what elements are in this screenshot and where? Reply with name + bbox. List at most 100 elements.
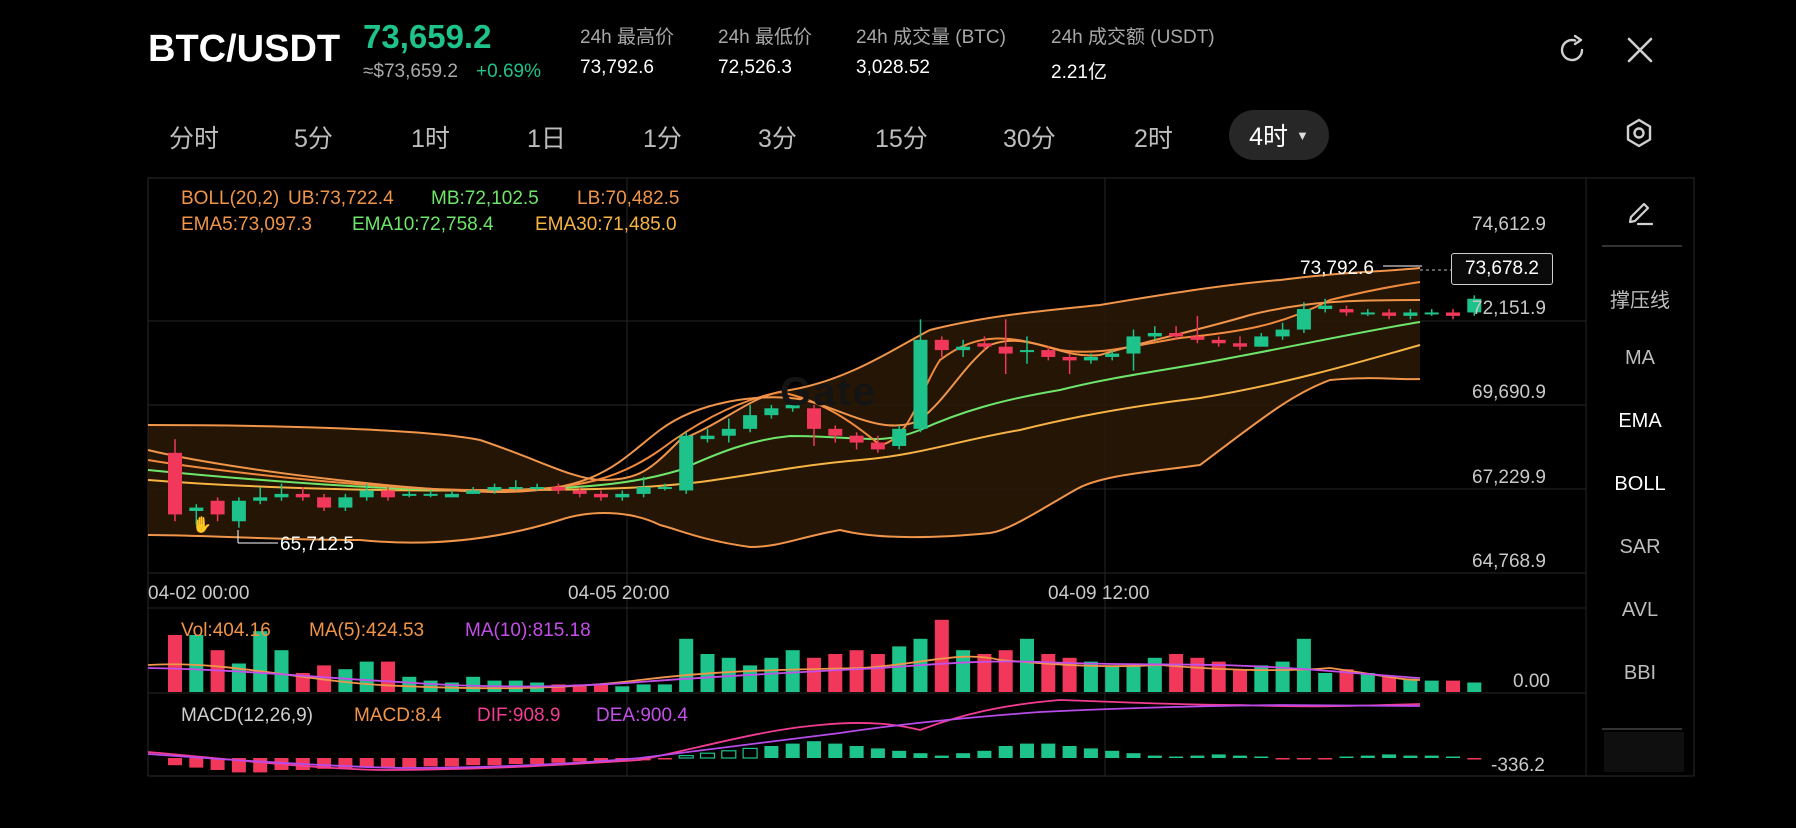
boll-band-fill xyxy=(148,268,1420,547)
stat-label: 24h 成交量 (BTC) xyxy=(856,27,1006,48)
macd-bar xyxy=(1382,754,1397,758)
ema10-legend: EMA10:72,758.4 xyxy=(352,214,494,235)
stat-24h-volume: 24h 成交量 (BTC) 3,028.52 xyxy=(856,22,1006,79)
macd-bar xyxy=(1083,748,1098,758)
tab-3m[interactable]: 3分 xyxy=(758,125,797,153)
refresh-icon-svg xyxy=(1560,34,1584,62)
macd-histogram xyxy=(168,741,1482,773)
macd-bar xyxy=(530,758,545,764)
macd-bar xyxy=(444,758,459,767)
side-item-bbi[interactable]: BBI xyxy=(1623,662,1657,684)
macd-bar xyxy=(1147,755,1162,758)
time-axis-tick: 04-02 00:00 xyxy=(148,583,250,604)
candle-body xyxy=(785,404,800,409)
macd-bar xyxy=(977,750,992,758)
side-item-ema[interactable]: EMA xyxy=(1618,410,1662,432)
tab-5m[interactable]: 5分 xyxy=(294,125,333,153)
volume-bar xyxy=(1296,638,1311,692)
macd-bar xyxy=(1424,755,1439,758)
candle-body xyxy=(274,493,289,498)
macd-legend-label: MACD(12,26,9) xyxy=(181,705,313,726)
macd-bar xyxy=(487,758,502,766)
side-item-avl[interactable]: AVL xyxy=(1621,599,1659,621)
candle-body xyxy=(423,493,438,496)
stat-value: 2.21亿 xyxy=(1051,62,1107,83)
stat-label: 24h 最高价 xyxy=(580,27,674,48)
volume-series xyxy=(168,619,1482,692)
candle-body xyxy=(551,487,566,491)
volume-bar xyxy=(466,676,481,692)
tab-2h[interactable]: 2时 xyxy=(1134,125,1173,153)
side-item-sar[interactable]: SAR xyxy=(1619,536,1661,558)
candle-body xyxy=(636,487,651,494)
macd-bar xyxy=(849,746,864,758)
tab-1h[interactable]: 1时 xyxy=(411,125,450,153)
vol-ma5-line xyxy=(147,655,1421,690)
macd-bar xyxy=(253,758,268,773)
side-item-ma[interactable]: MA xyxy=(1625,347,1655,369)
volume-bar xyxy=(402,676,417,692)
candle-body xyxy=(1190,336,1205,340)
refresh-icon[interactable] xyxy=(1556,34,1588,66)
candle-body xyxy=(1083,356,1098,361)
candle-body xyxy=(721,428,736,436)
candle-body xyxy=(231,500,246,522)
tab-15m[interactable]: 15分 xyxy=(875,125,928,153)
volume-bar xyxy=(956,650,971,692)
vol-axis-zero: 0.00 xyxy=(1513,671,1550,692)
volume-bar xyxy=(743,665,758,692)
price-axis-tick: 74,612.9 xyxy=(1472,214,1546,235)
macd-bar xyxy=(1190,755,1205,758)
volume-bar xyxy=(1211,661,1226,692)
close-icon[interactable] xyxy=(1624,34,1656,66)
volume-bar xyxy=(1254,665,1269,692)
candle-body xyxy=(807,408,821,429)
volume-bar xyxy=(679,638,694,692)
volume-bar xyxy=(721,657,736,692)
macd-bar xyxy=(1233,755,1247,758)
volume-bar xyxy=(764,657,779,692)
candle-body xyxy=(210,500,225,515)
tab-4h-dropdown[interactable]: 4时 ▼ xyxy=(1229,110,1329,160)
macd-bar xyxy=(1360,755,1375,758)
candle-body xyxy=(849,435,864,443)
macd-legend-dif: DIF:908.9 xyxy=(477,705,561,726)
macd-bar xyxy=(381,758,395,768)
volume-bar xyxy=(572,684,587,692)
dif-line xyxy=(147,699,1421,771)
side-item-support-resistance[interactable]: 撑压线 xyxy=(1610,290,1670,312)
vol-ma5-legend: MA(5):424.53 xyxy=(309,620,425,641)
side-panel-footer xyxy=(1604,732,1684,772)
settings-gear-icon[interactable] xyxy=(1623,117,1655,149)
chevron-down-icon: ▼ xyxy=(1296,127,1309,143)
volume-bar xyxy=(1360,673,1375,692)
candle-body xyxy=(1211,339,1226,344)
tab-30m[interactable]: 30分 xyxy=(1003,125,1056,153)
candle-body xyxy=(1020,350,1034,353)
macd-bar xyxy=(466,758,481,766)
side-item-boll[interactable]: BOLL xyxy=(1614,473,1666,495)
draw-tool-pencil-icon[interactable] xyxy=(1624,194,1656,226)
candle-body xyxy=(1424,312,1439,315)
macd-bar xyxy=(870,748,885,758)
macd-legend-macd: MACD:8.4 xyxy=(354,705,442,726)
macd-bar xyxy=(1446,756,1460,758)
candle-body xyxy=(1382,312,1397,316)
volume-bar xyxy=(657,684,672,692)
volume-bar xyxy=(1083,661,1098,692)
boll-legend-ub: UB:73,722.4 xyxy=(288,188,394,209)
macd-bar xyxy=(359,758,374,768)
macd-bar xyxy=(913,753,928,758)
volume-bar xyxy=(615,686,630,692)
candle-body xyxy=(338,497,353,508)
volume-bar xyxy=(274,650,289,692)
macd-bar xyxy=(807,741,821,758)
volume-bar xyxy=(977,654,992,692)
candle-body xyxy=(870,442,885,450)
tab-fenshi[interactable]: 分时 xyxy=(169,125,220,153)
macd-bar xyxy=(785,743,800,758)
candle-body xyxy=(615,493,630,498)
tab-1d[interactable]: 1日 xyxy=(527,125,566,153)
tab-1m[interactable]: 1分 xyxy=(643,125,682,153)
